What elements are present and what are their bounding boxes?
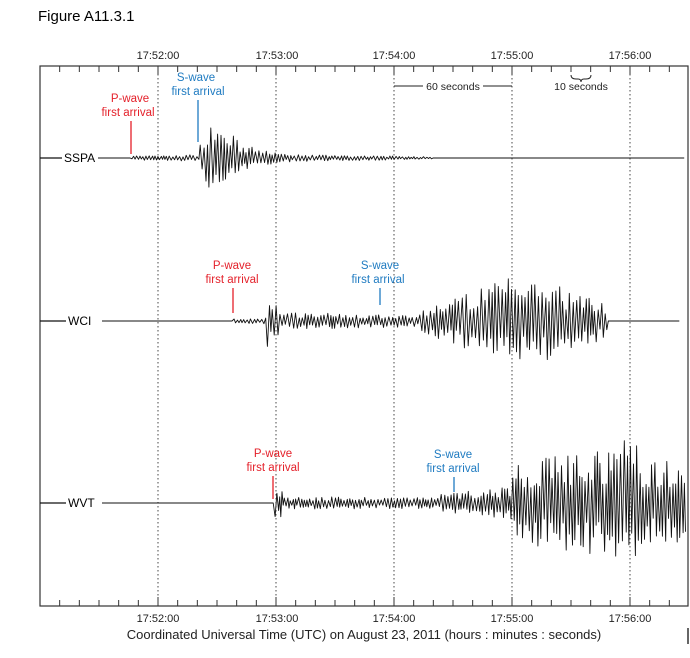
wci-p-wave-label: P-wave [213,260,251,272]
station-wvt-label-group: WVT [40,496,95,510]
scale-10-label: 10 seconds [554,81,608,93]
scale-bar-10-seconds: 10 seconds [554,74,608,93]
wvt-p-wave-sublabel: first arrival [246,462,299,474]
waveform-wvt [102,440,686,557]
bottom-tick-label-1752: 17:52:00 [137,613,180,625]
waveform-ssp [98,127,685,188]
wvt-p-wave-label: P-wave [254,448,292,460]
station-label-ssp: SSPA [64,151,95,165]
plot-frame [39,65,689,607]
wvt-p-wave-annotation: P-wave first arrival [246,448,300,499]
scale-bar-60-seconds: 60 seconds [394,81,512,93]
figure-title: Figure A11.3.1 [38,8,135,25]
top-tick-label-1752: 17:52:00 [137,50,180,62]
wci-s-wave-label: S-wave [361,260,399,272]
wci-s-wave-annotation: S-wave first arrival [351,260,405,305]
top-tick-label-1753: 17:53:00 [256,50,299,62]
top-tick-label-1754: 17:54:00 [373,50,416,62]
scale-10-brace [570,74,592,83]
ssp-s-wave-label: S-wave [177,72,215,84]
wci-p-wave-sublabel: first arrival [205,274,258,286]
wci-p-wave-annotation: P-wave first arrival [205,260,259,313]
ssp-s-wave-sublabel: first arrival [171,86,224,98]
wvt-s-wave-label: S-wave [434,449,472,461]
top-tick-label-1755: 17:55:00 [491,50,534,62]
station-ssp-label-group: SSPA [40,151,95,165]
bottom-tick-label-1753: 17:53:00 [256,613,299,625]
ssp-p-wave-annotation: P-wave first arrival [101,93,155,154]
top-tick-label-1756: 17:56:00 [609,50,652,62]
minor-ticks [39,66,670,606]
bottom-tick-label-1754: 17:54:00 [373,613,416,625]
bottom-tick-label-1755: 17:55:00 [491,613,534,625]
wvt-s-wave-annotation: S-wave first arrival [426,449,480,492]
station-label-wvt: WVT [68,496,95,510]
wvt-s-wave-sublabel: first arrival [426,463,479,475]
bottom-tick-label-1756: 17:56:00 [609,613,652,625]
ssp-p-wave-sublabel: first arrival [101,107,154,119]
station-label-wci: WCI [68,314,91,328]
ssp-p-wave-label: P-wave [111,93,149,105]
scale-60-label: 60 seconds [426,81,480,93]
x-axis-label: Coordinated Universal Time (UTC) on Augu… [127,627,601,642]
ssp-s-wave-annotation: S-wave first arrival [171,72,225,142]
waveform-wci [102,278,680,361]
station-wci-label-group: WCI [40,314,91,328]
wci-s-wave-sublabel: first arrival [351,274,404,286]
